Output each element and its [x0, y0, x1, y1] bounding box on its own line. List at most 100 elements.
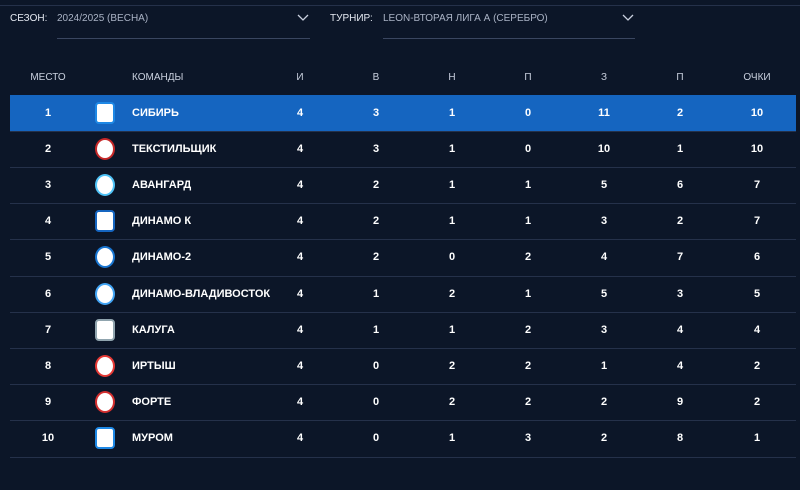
cell-place: 10: [41, 432, 55, 445]
cell-draws: 2: [448, 396, 456, 409]
cell-games: 4: [296, 251, 304, 264]
team-logo: [95, 101, 115, 124]
cell-games: 4: [296, 287, 304, 300]
row-separator: [10, 275, 796, 277]
row-separator: [10, 456, 796, 458]
team-logo: [95, 210, 115, 233]
cell-losses: 0: [524, 106, 532, 119]
cell-draws: 0: [448, 251, 456, 264]
team-name[interactable]: ТЕКСТИЛЬЩИК: [132, 142, 217, 155]
header-losses: П: [524, 72, 532, 83]
team-name[interactable]: МУРОМ: [132, 432, 173, 445]
cell-place: 9: [44, 396, 52, 409]
cell-games: 4: [296, 323, 304, 336]
cell-wins: 3: [372, 142, 380, 155]
top-border: [0, 5, 800, 6]
cell-goals-for: 4: [600, 251, 608, 264]
cell-wins: 3: [372, 106, 380, 119]
cell-place: 2: [44, 142, 52, 155]
cell-draws: 1: [448, 323, 456, 336]
cell-points: 1: [753, 432, 761, 445]
cell-place: 6: [44, 287, 52, 300]
cell-wins: 2: [372, 251, 380, 264]
team-logo: [95, 137, 115, 160]
team-logo: [95, 174, 115, 196]
team-name[interactable]: ФОРТЕ: [132, 396, 172, 409]
cell-goals-for: 3: [600, 323, 608, 336]
tournament-select[interactable]: LEON-ВТОРАЯ ЛИГА А (СЕРЕБРО): [383, 13, 548, 24]
row-highlight: [10, 94, 796, 131]
team-name[interactable]: ДИНАМО-2: [132, 251, 192, 264]
cell-goals-for: 3: [600, 215, 608, 228]
season-chevron[interactable]: [297, 14, 309, 22]
cell-losses: 1: [524, 287, 532, 300]
team-name[interactable]: ИРТЫШ: [132, 360, 176, 372]
cell-points: 10: [750, 142, 764, 155]
cell-goals-for: 10: [597, 142, 611, 155]
cell-goals-for: 11: [598, 106, 610, 119]
team-name[interactable]: ДИНАМО К: [132, 215, 192, 228]
season-select[interactable]: 2024/2025 (ВЕСНА): [57, 13, 149, 24]
header-goals-for: З: [600, 72, 608, 83]
cell-games: 4: [296, 396, 304, 409]
season-label: СЕЗОН:: [10, 13, 48, 24]
cell-games: 4: [296, 179, 304, 191]
tournament-underline: [383, 38, 635, 39]
row-separator: [10, 347, 796, 349]
row-separator: [10, 384, 796, 386]
cell-games: 4: [296, 142, 304, 155]
row-separator: [10, 239, 796, 241]
team-name[interactable]: АВАНГАРД: [132, 179, 192, 191]
cell-goals-for: 5: [600, 287, 608, 300]
cell-goals-against: 9: [676, 396, 684, 409]
team-name[interactable]: ДИНАМО-ВЛАДИВОСТОК: [132, 287, 271, 300]
cell-goals-against: 4: [676, 323, 684, 336]
tournament-label: ТУРНИР:: [330, 13, 373, 24]
cell-place: 1: [44, 106, 52, 119]
cell-wins: 2: [372, 179, 380, 191]
team-logo: [95, 427, 115, 450]
cell-draws: 1: [448, 142, 456, 155]
header-place: МЕСТО: [30, 72, 66, 83]
cell-losses: 2: [524, 396, 532, 409]
cell-wins: 2: [372, 215, 380, 228]
team-logo: [95, 318, 115, 341]
tournament-chevron[interactable]: [622, 14, 634, 22]
cell-points: 7: [753, 215, 761, 228]
cell-points: 2: [753, 396, 761, 409]
cell-goals-against: 7: [676, 251, 684, 264]
cell-goals-for: 1: [600, 360, 608, 372]
team-name[interactable]: КАЛУГА: [132, 323, 175, 336]
cell-losses: 1: [524, 215, 532, 228]
cell-wins: 0: [372, 360, 380, 372]
season-underline: [57, 38, 310, 39]
cell-goals-against: 1: [676, 142, 684, 155]
cell-goals-against: 2: [676, 215, 684, 228]
cell-draws: 1: [448, 179, 456, 191]
cell-wins: 0: [372, 432, 380, 445]
header-games: И: [296, 72, 304, 83]
cell-goals-for: 2: [600, 396, 608, 409]
cell-games: 4: [296, 106, 304, 119]
team-logo: [95, 355, 115, 377]
cell-points: 5: [753, 287, 761, 300]
cell-goals-against: 6: [676, 179, 684, 191]
cell-games: 4: [296, 360, 304, 372]
cell-losses: 1: [524, 179, 532, 191]
cell-goals-against: 3: [676, 287, 684, 300]
cell-place: 5: [44, 251, 52, 264]
cell-place: 3: [44, 179, 52, 191]
team-logo: [95, 391, 115, 414]
cell-place: 8: [44, 360, 52, 372]
row-separator: [10, 420, 796, 422]
cell-wins: 0: [372, 396, 380, 409]
cell-points: 6: [753, 251, 761, 264]
team-name[interactable]: СИБИРЬ: [132, 106, 179, 119]
cell-losses: 2: [524, 251, 532, 264]
cell-losses: 2: [524, 360, 532, 372]
cell-points: 4: [753, 323, 761, 336]
row-separator: [10, 130, 796, 132]
cell-wins: 1: [372, 323, 380, 336]
cell-losses: 0: [524, 142, 532, 155]
